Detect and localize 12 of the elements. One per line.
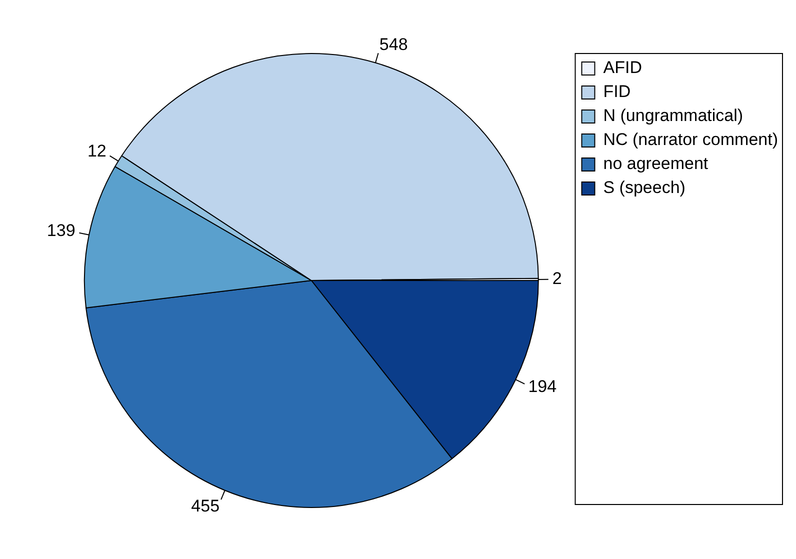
data-label: 12	[87, 141, 106, 160]
legend-label: S (speech)	[603, 178, 686, 198]
data-label: 139	[46, 220, 76, 240]
data-label: 548	[379, 35, 408, 54]
legend-label: N (ungrammatical)	[603, 106, 744, 126]
legend-label: no agreement	[603, 154, 708, 174]
legend-label: NC (narrator comment)	[603, 130, 778, 150]
legend-label: AFID	[603, 58, 642, 78]
legend-label: FID	[603, 82, 631, 102]
data-label: 194	[528, 377, 557, 396]
data-label: 455	[191, 496, 220, 516]
data-label: 2	[552, 269, 562, 288]
